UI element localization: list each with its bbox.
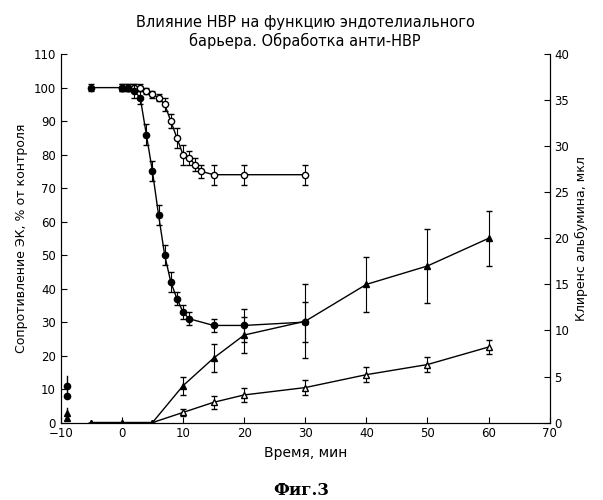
Title: Влияние НВР на функцию эндотелиального
барьера. Обработка анти-НВР: Влияние НВР на функцию эндотелиального б… — [136, 15, 475, 49]
Y-axis label: Клиренс альбумина, мкл: Клиренс альбумина, мкл — [575, 156, 588, 321]
Text: Фиг.3: Фиг.3 — [274, 482, 329, 499]
Y-axis label: Сопротивление ЭК, % от контроля: Сопротивление ЭК, % от контроля — [15, 124, 28, 353]
X-axis label: Время, мин: Время, мин — [264, 446, 347, 460]
